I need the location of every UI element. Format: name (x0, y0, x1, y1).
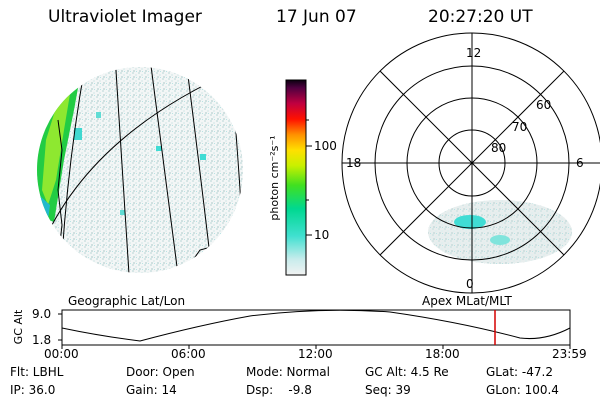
colorbar-tick-100: 100 (314, 139, 337, 153)
flt-field: Flt: LBHL (10, 365, 64, 379)
time-label: 20:27:20 UT (428, 7, 533, 27)
mlt-label-18: 18 (346, 156, 362, 170)
mlt-label-6: 6 (576, 156, 584, 170)
alt-xtick-1800: 18:00 (425, 347, 460, 361)
alt-ytick-9: 9.0 (32, 307, 52, 321)
apex-caption: Apex MLat/MLT (422, 294, 512, 308)
gain-field: Gain: 14 (126, 383, 177, 397)
mlat-label-70: 70 (512, 120, 528, 134)
instrument-title: Ultraviolet Imager (48, 7, 202, 27)
door-field: Door: Open (126, 365, 195, 379)
mlat-label-80: 80 (491, 141, 507, 155)
colorbar-tick-10: 10 (314, 228, 330, 242)
polar-plot (341, 32, 600, 294)
mlt-label-0: 0 (466, 277, 474, 291)
altitude-plot (58, 309, 571, 349)
mlat-label-60: 60 (536, 98, 552, 112)
ip-field: IP: 36.0 (10, 383, 56, 397)
earth-disc-image (37, 67, 243, 273)
date-label: 17 Jun 07 (276, 7, 357, 27)
alt-xtick-0000: 00:00 (44, 347, 79, 361)
colorbar (285, 79, 312, 276)
seq-field: Seq: 39 (365, 383, 411, 397)
colorbar-unit-label: photon cm⁻²s⁻¹ (268, 135, 281, 220)
alt-xtick-2359: 23:59 (552, 347, 587, 361)
geographic-caption: Geographic Lat/Lon (68, 294, 186, 308)
glat-field: GLat: -47.2 (486, 365, 553, 379)
alt-xtick-1200: 12:00 (298, 347, 333, 361)
dsp-field: Dsp: -9.8 (246, 383, 312, 397)
alt-axis-label: GC Alt (12, 309, 25, 344)
glon-field: GLon: 100.4 (486, 383, 559, 397)
alt-ytick-1.8: 1.8 (32, 333, 52, 347)
mode-field: Mode: Normal (246, 365, 330, 379)
gc-alt-field: GC Alt: 4.5 Re (365, 365, 449, 379)
mlt-label-12: 12 (466, 46, 482, 60)
alt-xtick-0600: 06:00 (171, 347, 206, 361)
